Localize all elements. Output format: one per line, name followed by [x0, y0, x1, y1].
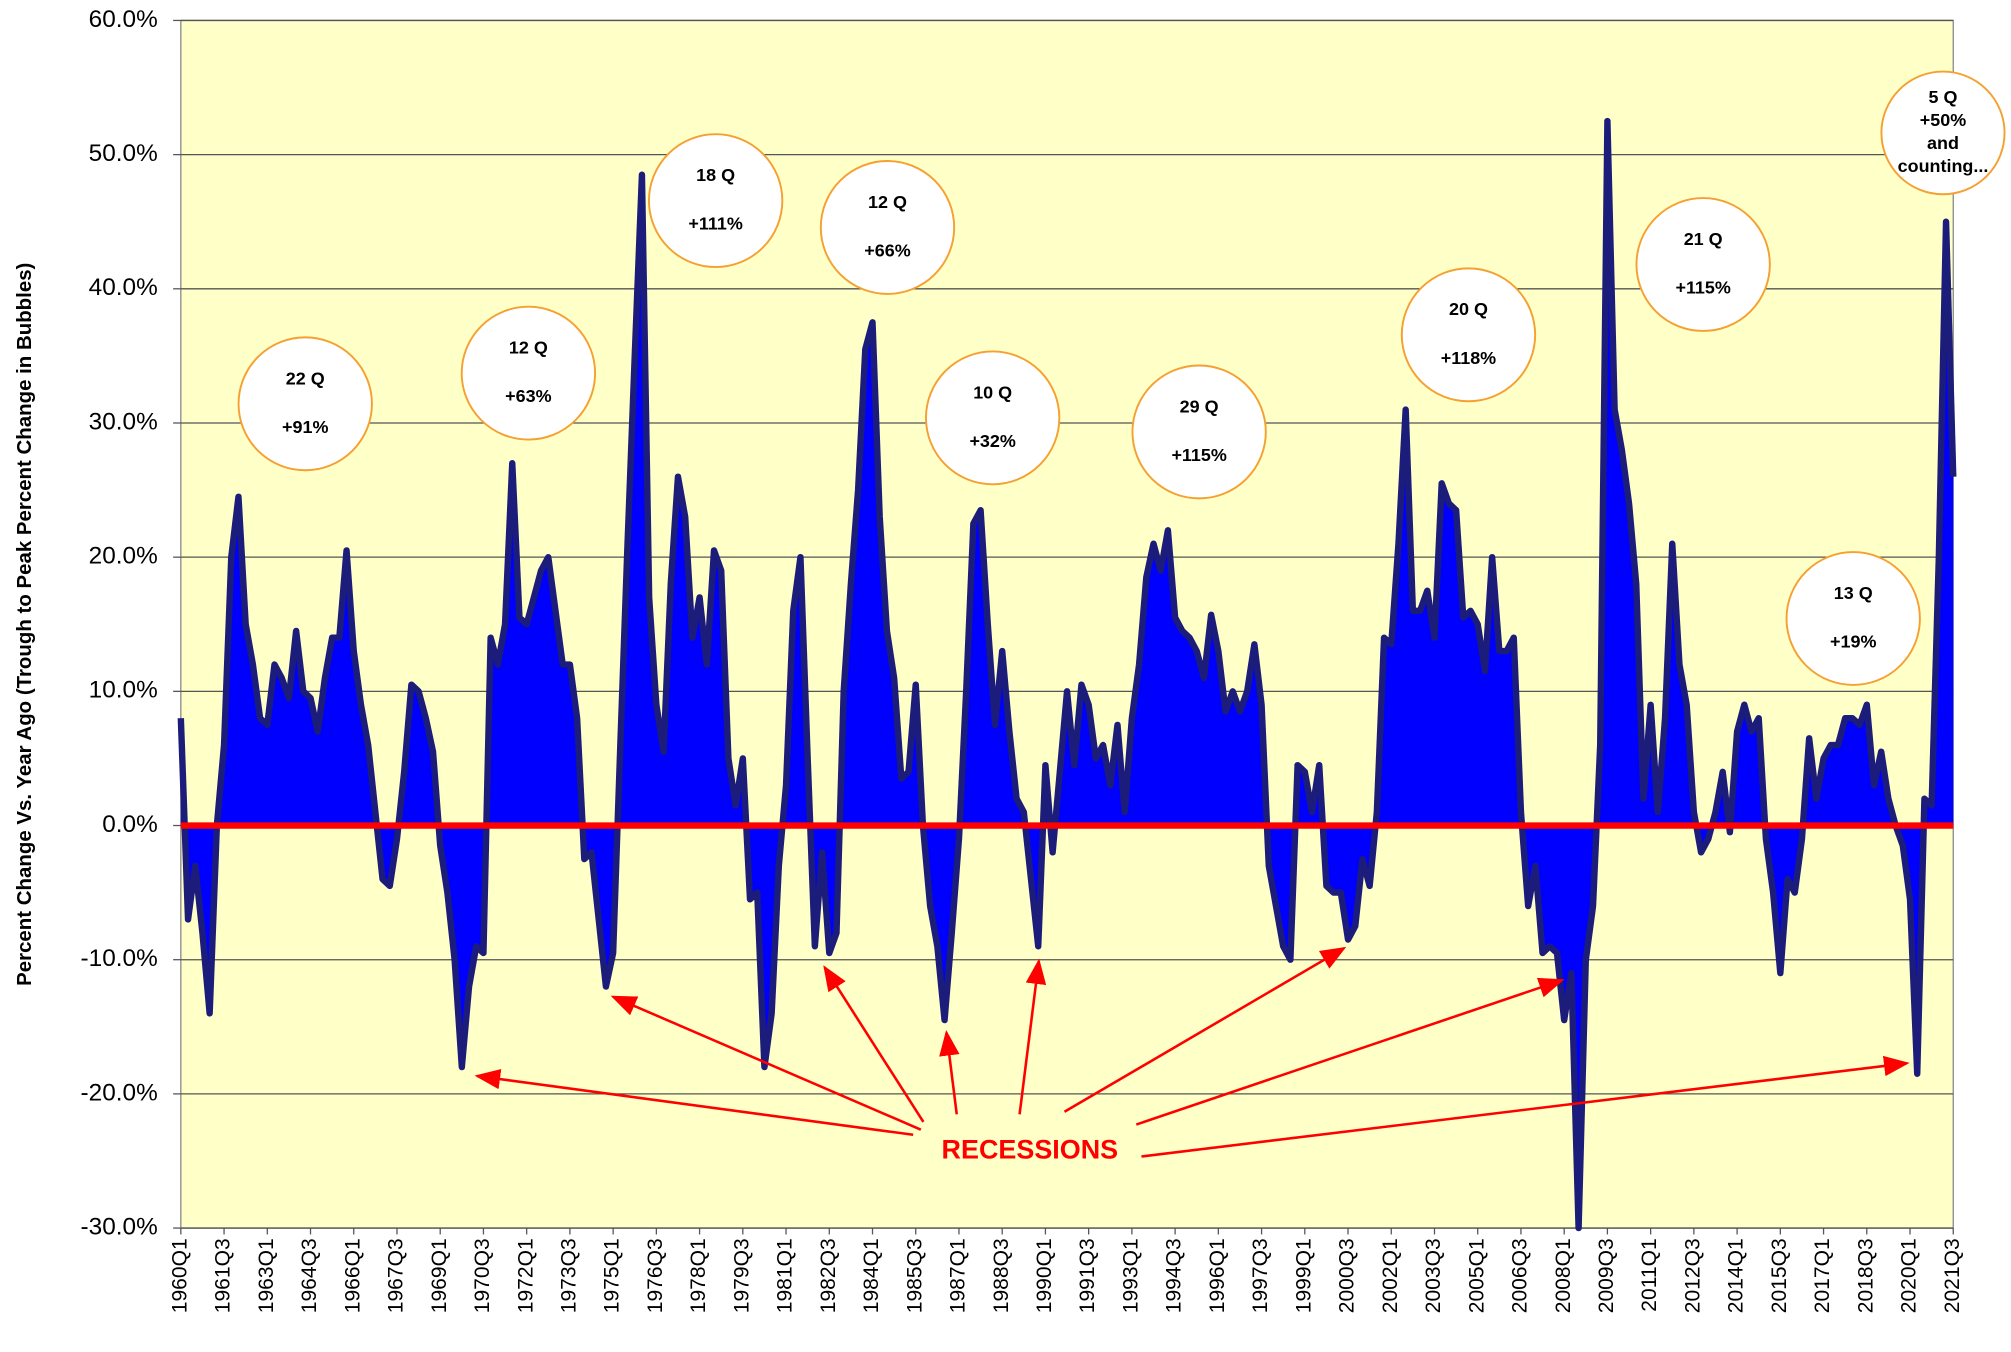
bubble-text: +115%: [1675, 278, 1730, 298]
recession-arrow: [1135, 977, 1565, 1126]
x-tick-label: 2012Q3: [1681, 1238, 1704, 1313]
x-tick-label: 1988Q3: [990, 1238, 1013, 1313]
y-tick-label: 0.0%: [102, 811, 158, 838]
x-tick-label: 2005Q1: [1465, 1238, 1488, 1313]
x-tick-label: 1981Q1: [774, 1238, 797, 1313]
recession-arrow: [1141, 1055, 1910, 1158]
bubble: [925, 350, 1061, 486]
x-tick-label: 2014Q1: [1725, 1238, 1748, 1313]
x-tick-label: 2015Q3: [1768, 1238, 1791, 1313]
y-tick-label: -30.0%: [81, 1214, 158, 1241]
bubble-text: 12 Q: [868, 192, 907, 212]
x-tick-label: 1987Q1: [947, 1238, 970, 1313]
x-tick-label: 1999Q1: [1292, 1238, 1315, 1313]
bubble: [1635, 197, 1771, 332]
x-tick-label: 1994Q3: [1163, 1238, 1186, 1313]
x-tick-label: 2003Q3: [1422, 1238, 1445, 1313]
bubble-text: 10 Q: [973, 382, 1012, 402]
x-tick-label: 1960Q1: [168, 1238, 191, 1313]
bubble: [819, 160, 956, 295]
bubble-text: +63%: [505, 386, 551, 406]
x-tick-label: 1991Q3: [1076, 1238, 1099, 1313]
x-tick-label: 1963Q1: [255, 1238, 278, 1313]
recession-arrow: [823, 965, 925, 1123]
bubble: [237, 336, 373, 472]
x-tick-label: 2021Q3: [1941, 1238, 1964, 1313]
bubble-text: 12 Q: [509, 338, 548, 358]
y-tick-label: 20.0%: [89, 543, 158, 570]
x-tick-label: 1976Q3: [644, 1238, 667, 1313]
x-tick-label: 1982Q3: [817, 1238, 840, 1313]
x-tick-label: 1985Q3: [903, 1238, 926, 1313]
x-tick-label: 1973Q3: [557, 1238, 580, 1313]
x-tick-label: 1975Q1: [601, 1238, 624, 1313]
x-tick-label: 1978Q1: [687, 1238, 710, 1313]
recession-arrow: [1063, 946, 1347, 1113]
x-tick-label: 1961Q3: [212, 1238, 235, 1313]
bubble: [647, 133, 784, 269]
x-tick-label: 1969Q1: [428, 1238, 451, 1313]
x-tick-label: 1984Q1: [860, 1238, 883, 1313]
bubble: [1785, 551, 1921, 686]
recession-arrow: [1018, 958, 1047, 1115]
x-tick-label: 2018Q3: [1854, 1238, 1877, 1313]
x-tick-label: 1972Q1: [514, 1238, 537, 1313]
y-tick-label: -20.0%: [81, 1079, 158, 1106]
plot-root: -30.0% -20.0% -10.0% 0.0% 10.0% 20.0% 30.0% 40.…: [13, 6, 2006, 1313]
x-tick-label: 2000Q3: [1336, 1238, 1359, 1313]
bubble-text: +118%: [1441, 348, 1496, 368]
y-tick-label: 40.0%: [89, 274, 158, 301]
bubble: [1880, 70, 2006, 196]
y-tick-label: 30.0%: [89, 408, 158, 435]
x-tick-label: 1979Q3: [730, 1238, 753, 1313]
x-tick-label: 1993Q1: [1119, 1238, 1142, 1313]
bubble: [1400, 267, 1537, 403]
bubble-text: 18 Q: [696, 165, 735, 185]
area-line: [177, 117, 1957, 1232]
bubble-text: +19%: [1830, 632, 1876, 652]
y-tick-label: 10.0%: [89, 677, 158, 704]
recession-arrow: [474, 1068, 914, 1137]
x-tick-label: 2017Q1: [1811, 1238, 1834, 1313]
bubble-text: 22 Q: [286, 368, 325, 388]
x-tick-label: 2011Q1: [1638, 1238, 1661, 1311]
bubble-text: and: [1927, 133, 1959, 153]
x-tick-label: 1970Q3: [471, 1238, 494, 1313]
bubble-text: +32%: [969, 431, 1015, 451]
bubble-text: 13 Q: [1834, 583, 1873, 603]
x-tick-label: 1990Q1: [1033, 1238, 1056, 1313]
recession-arrow: [610, 995, 922, 1131]
bubble-text: 21 Q: [1684, 229, 1723, 249]
bubble-text: +50%: [1920, 110, 1966, 130]
y-tick-label: 60.0%: [89, 6, 158, 33]
recession-arrow: [939, 1030, 960, 1115]
x-tick-label: 2008Q1: [1552, 1238, 1575, 1313]
y-tick-label: 50.0%: [89, 140, 158, 167]
bubble-text: +111%: [688, 214, 742, 234]
recession-label: RECESSIONS: [942, 1135, 1119, 1165]
x-tick-label: 1997Q3: [1249, 1238, 1272, 1313]
y-tick-label: -10.0%: [81, 945, 158, 972]
x-tick-label: 2006Q3: [1509, 1238, 1532, 1313]
x-tick-label: 2020Q1: [1898, 1238, 1921, 1313]
bubble-text: counting...: [1898, 156, 1989, 176]
bubble-text: +66%: [864, 241, 910, 261]
x-tick-label: 1966Q1: [341, 1238, 364, 1313]
bubble-text: +115%: [1171, 445, 1226, 465]
x-tick-label: 1964Q3: [298, 1238, 321, 1313]
bubble-text: 5 Q: [1929, 87, 1958, 107]
bubble-text: 20 Q: [1449, 299, 1488, 319]
x-tick-label: 1996Q1: [1206, 1238, 1229, 1313]
x-tick-label: 2002Q1: [1379, 1238, 1402, 1313]
bubble-text: +91%: [282, 417, 328, 437]
y-axis-label: Percent Change Vs. Year Ago (Trough to P…: [13, 263, 36, 986]
x-tick-label: 1967Q3: [385, 1238, 408, 1313]
bubble-text: 29 Q: [1180, 396, 1219, 416]
bubble: [1131, 364, 1267, 500]
bubble: [460, 305, 597, 441]
area-fill: [180, 121, 1954, 1229]
x-tick-label: 2009Q3: [1595, 1238, 1618, 1313]
